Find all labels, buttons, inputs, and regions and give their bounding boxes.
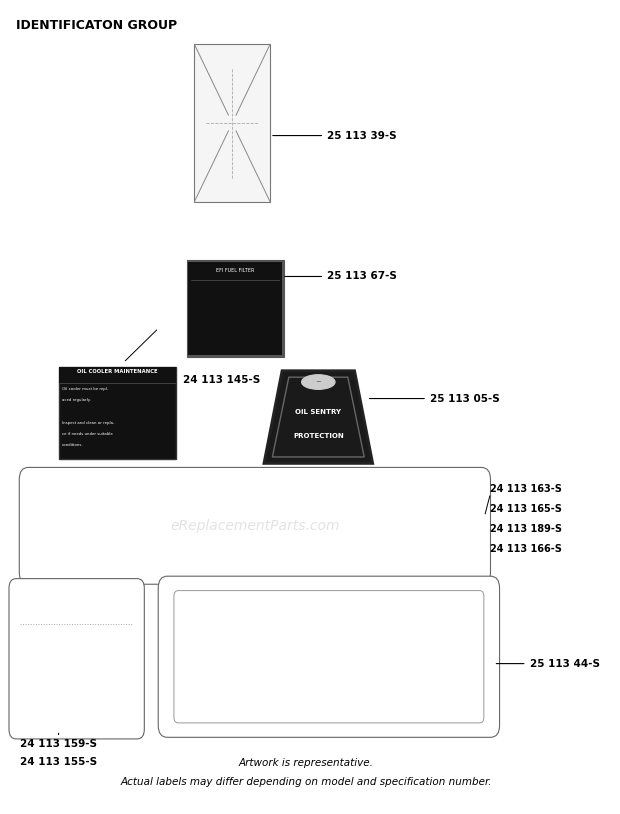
FancyBboxPatch shape — [195, 45, 270, 202]
Ellipse shape — [302, 374, 335, 389]
Text: 25 113 44-S: 25 113 44-S — [529, 659, 600, 668]
Text: ~: ~ — [316, 379, 321, 385]
Text: PROTECTION: PROTECTION — [293, 432, 343, 439]
Text: OIL COOLER MAINTENANCE: OIL COOLER MAINTENANCE — [77, 369, 157, 374]
Text: 25 113 67-S: 25 113 67-S — [327, 272, 397, 282]
Text: 25 113 05-S: 25 113 05-S — [430, 393, 500, 404]
FancyBboxPatch shape — [188, 262, 282, 355]
Text: 24 113 163-S: 24 113 163-S — [490, 484, 562, 493]
Text: Artwork is representative.: Artwork is representative. — [239, 758, 374, 768]
Text: 25 113 39-S: 25 113 39-S — [327, 130, 397, 141]
FancyBboxPatch shape — [9, 579, 144, 739]
Text: EFI FUEL FILTER: EFI FUEL FILTER — [216, 269, 254, 274]
Text: Actual labels may differ depending on model and specification number.: Actual labels may differ depending on mo… — [120, 777, 492, 787]
FancyBboxPatch shape — [58, 367, 176, 383]
Text: 24 113 166-S: 24 113 166-S — [490, 544, 562, 554]
Text: 24 113 165-S: 24 113 165-S — [490, 504, 562, 514]
Text: eReplacementParts.com: eReplacementParts.com — [170, 519, 340, 533]
Text: 24 113 155-S: 24 113 155-S — [20, 757, 97, 767]
Text: conditions.: conditions. — [62, 444, 84, 447]
Text: OIL SENTRY: OIL SENTRY — [295, 409, 342, 414]
Text: Inspect and clean or repla-: Inspect and clean or repla- — [62, 421, 115, 425]
Text: 24 113 159-S: 24 113 159-S — [20, 739, 97, 749]
Text: 24 113 189-S: 24 113 189-S — [490, 524, 562, 534]
Text: IDENTIFICATON GROUP: IDENTIFICATON GROUP — [16, 19, 177, 32]
Text: ce if needs under suitable: ce if needs under suitable — [62, 432, 113, 436]
FancyBboxPatch shape — [158, 576, 500, 737]
FancyBboxPatch shape — [174, 591, 484, 723]
Text: Oil cooler must be repl-: Oil cooler must be repl- — [62, 387, 108, 391]
FancyBboxPatch shape — [19, 467, 490, 584]
FancyBboxPatch shape — [58, 367, 176, 459]
Text: aced regularly.: aced regularly. — [62, 398, 91, 402]
FancyBboxPatch shape — [187, 260, 284, 357]
Text: 24 113 145-S: 24 113 145-S — [182, 374, 260, 385]
Polygon shape — [264, 370, 373, 463]
